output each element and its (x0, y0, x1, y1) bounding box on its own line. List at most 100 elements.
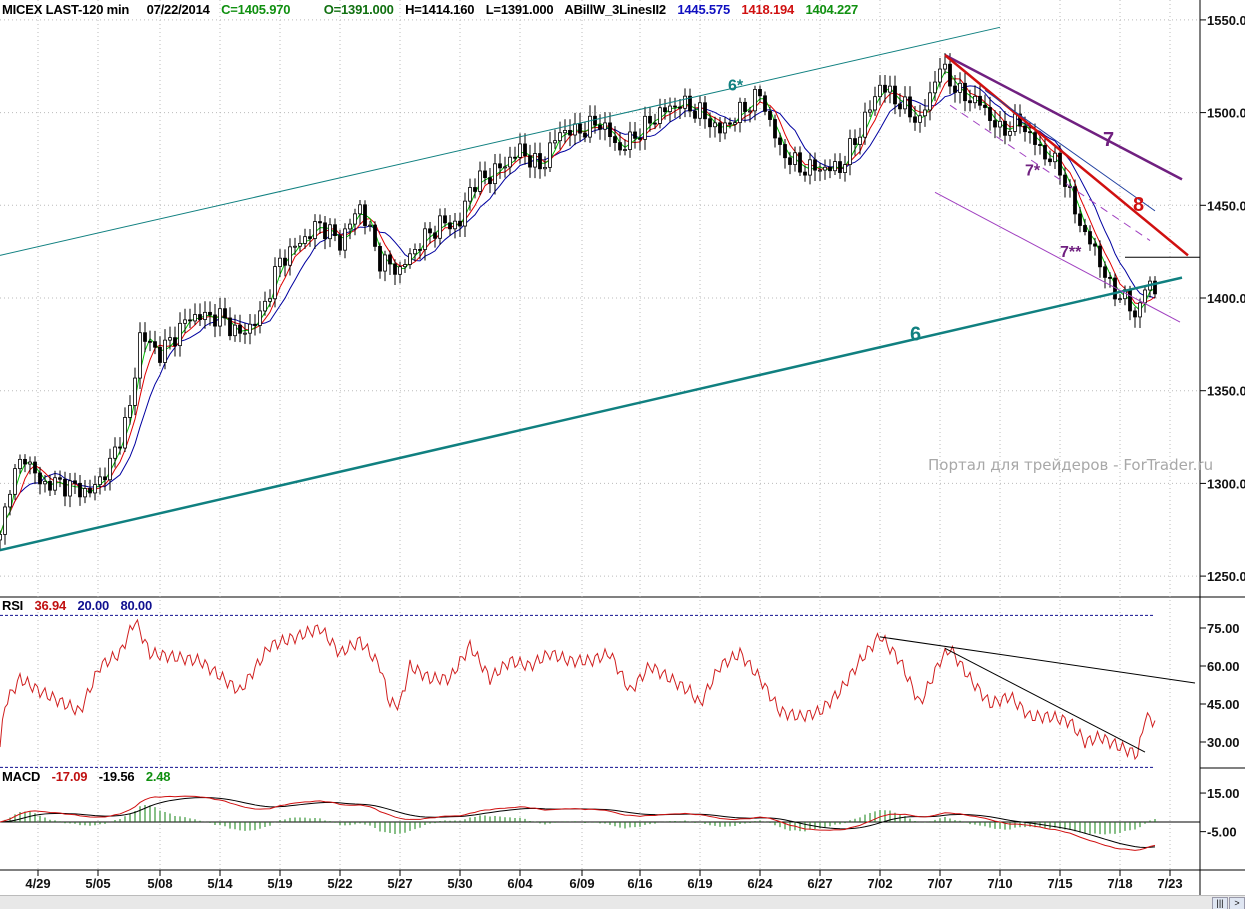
indicator-v3: 1404.227 (805, 2, 859, 17)
candle-body (413, 249, 417, 255)
candle-body (78, 482, 82, 498)
candle-body (1098, 245, 1102, 268)
candle-body (293, 245, 297, 248)
trendline-label: 6* (728, 77, 744, 94)
candle-body (868, 109, 872, 113)
candle-body (138, 332, 142, 379)
candle-body (443, 215, 447, 224)
candle-body (948, 63, 952, 87)
candle-body (148, 340, 152, 343)
candle-body (113, 446, 117, 459)
macd-tick-label: 15.00 (1207, 786, 1240, 801)
low-value: L=1391.000 (485, 2, 554, 17)
candle-body (753, 89, 757, 112)
macd-tick-label: -5.00 (1207, 825, 1237, 840)
candle-body (183, 319, 187, 324)
candle-body (153, 341, 157, 348)
candle-body (893, 85, 897, 105)
x-tick-label: 7/10 (987, 876, 1012, 891)
candle-body (813, 159, 817, 171)
candle-body (208, 311, 212, 316)
candle-body (203, 311, 207, 320)
candle-body (163, 339, 167, 363)
candle-body (678, 106, 682, 109)
x-tick-label: 5/05 (85, 876, 110, 891)
candle-body (608, 122, 612, 138)
candle-body (773, 119, 777, 139)
candle-body (833, 161, 837, 172)
x-tick-label: 6/19 (687, 876, 712, 891)
candle-body (48, 481, 52, 491)
x-tick-label: 5/30 (447, 876, 472, 891)
candle-body (1103, 266, 1107, 278)
candle-body (8, 493, 12, 508)
candle-body (158, 346, 162, 363)
candle-body (453, 220, 457, 230)
date-label: 07/22/2014 (146, 2, 210, 17)
scroll-thumb[interactable]: ||| (1212, 897, 1228, 909)
candle-body (718, 122, 722, 134)
candle-body (983, 104, 987, 108)
candle-body (253, 323, 257, 326)
open-value: O=1391.000 (323, 2, 394, 17)
candle-body (1028, 131, 1032, 134)
candle-body (143, 332, 147, 342)
trendline-label: 7* (1025, 163, 1041, 180)
candle-body (548, 142, 552, 168)
x-tick-label: 5/19 (267, 876, 292, 891)
candle-body (83, 488, 87, 498)
candle-body (498, 163, 502, 169)
trendline-line-7-star (949, 104, 1151, 241)
candle-body (363, 204, 367, 226)
candle-body (348, 223, 352, 230)
symbol-label: MICEX LAST-120 min (2, 2, 130, 17)
x-tick-label: 5/08 (147, 876, 172, 891)
candle-body (118, 446, 122, 449)
candle-body (1038, 144, 1042, 146)
candle-body (1043, 145, 1047, 160)
candle-body (343, 228, 347, 251)
candle-body (943, 63, 947, 70)
high-value: H=1414.160 (405, 2, 475, 17)
candle-body (898, 103, 902, 110)
candle-body (518, 143, 522, 158)
scroll-right-button[interactable]: > (1229, 897, 1245, 909)
candle-body (228, 317, 232, 337)
candle-body (653, 122, 657, 125)
candle-body (923, 109, 927, 117)
candle-body (18, 458, 22, 470)
candle-body (588, 115, 592, 138)
rsi-tick-label: 75.00 (1207, 621, 1240, 636)
candle-body (458, 220, 462, 227)
horizontal-scrollbar[interactable]: ||| > (0, 895, 1245, 909)
candle-body (758, 89, 762, 97)
candle-body (728, 122, 732, 125)
candle-body (448, 222, 452, 230)
candle-body (403, 264, 407, 268)
trendline-label: 8 (1133, 194, 1144, 216)
candle-body (1073, 186, 1077, 215)
candle-body (748, 110, 752, 113)
candle-body (873, 96, 877, 111)
candle-body (788, 157, 792, 165)
candle-body (818, 169, 822, 172)
candle-body (988, 107, 992, 121)
candle-body (848, 138, 852, 165)
candle-body (1093, 243, 1097, 247)
price-header: MICEX LAST-120 min 07/22/2014 C=1405.970… (2, 2, 866, 17)
hist-value: 2.48 (145, 769, 171, 784)
candle-body (133, 377, 137, 406)
candle-body (883, 84, 887, 93)
candle-body (0, 533, 2, 541)
candle-body (573, 123, 577, 136)
candle-body (853, 138, 857, 145)
ma-fast-line (0, 71, 1156, 535)
candle-body (993, 120, 997, 128)
candle-body (283, 257, 287, 266)
candle-body (333, 224, 337, 236)
candle-body (1048, 158, 1052, 163)
y-tick-label: 1400.0 (1207, 291, 1245, 306)
candle-body (563, 130, 567, 134)
candle-body (218, 308, 222, 327)
